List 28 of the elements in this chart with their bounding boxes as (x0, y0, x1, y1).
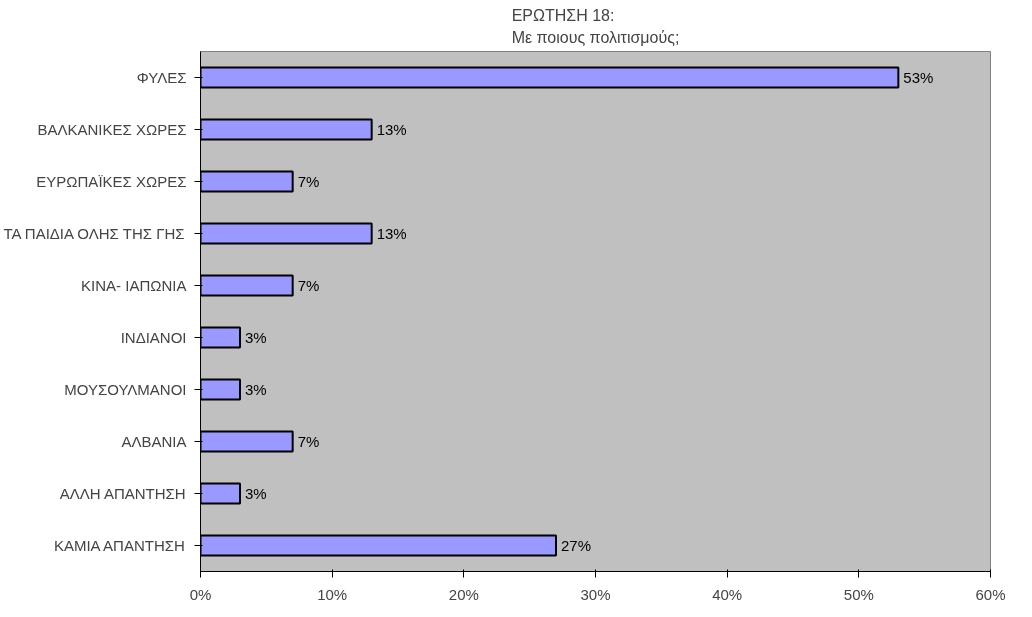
x-tick-label: 30% (580, 585, 611, 603)
data-label: 13% (376, 121, 407, 138)
y-tick-label: ΚΙΝΑ- ΙΑΠΩΝΙΑ (81, 277, 187, 294)
y-tick-label: ΒΑΛΚΑΝΙΚΕΣ ΧΩΡΕΣ (37, 121, 187, 138)
x-tick-label: 0% (189, 585, 212, 603)
x-tick-label: 50% (843, 585, 874, 603)
x-tick-label: 40% (712, 585, 743, 603)
y-tick-label: ΑΛΛΗ ΑΠΑΝΤΗΣΗ (59, 485, 186, 502)
data-label: 3% (245, 329, 267, 346)
y-tick-label: ΚΑΜΙΑ ΑΠΑΝΤΗΣΗ (53, 537, 185, 554)
y-tick-label: ΦΥΛΕΣ (136, 69, 187, 86)
data-label: 13% (376, 225, 407, 242)
y-tick-label: ΙΝΔΙΑΝΟΙ (120, 329, 187, 346)
data-label: 7% (297, 277, 320, 294)
y-tick-label: ΜΟΥΣΟΥΛΜΑΝΟΙ (64, 381, 187, 398)
y-tick-label: ΑΛΒΑΝΙΑ (121, 433, 187, 450)
data-label: 3% (245, 381, 267, 398)
data-label: 7% (297, 173, 320, 190)
data-label: 7% (297, 433, 320, 450)
data-label: 53% (903, 69, 934, 86)
x-tick-label: 10% (317, 585, 348, 603)
x-tick-label: 20% (448, 585, 479, 603)
data-label: 3% (245, 485, 267, 502)
chart-title: ΕΡΩΤΗΣΗ 18: Με ποιους πολιτισμούς; (511, 7, 680, 47)
y-tick-label: ΤΑ ΠΑΙΔΙΑ ΟΛΗΣ ΤΗΣ ΓΗΣ (3, 225, 185, 242)
data-label: 27% (561, 537, 592, 554)
x-tick-label: 60% (975, 585, 1006, 603)
y-tick-label: ΕΥΡΩΠΑΪΚΕΣ ΧΩΡΕΣ (36, 173, 187, 190)
